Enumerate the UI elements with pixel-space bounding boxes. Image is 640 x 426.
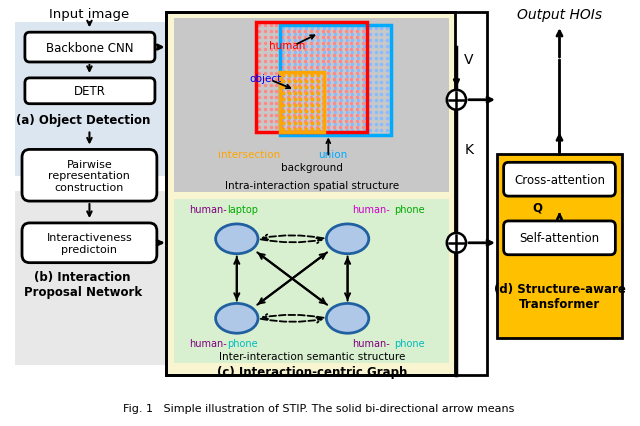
FancyBboxPatch shape xyxy=(25,33,155,63)
Text: phone: phone xyxy=(227,338,258,348)
Text: Backbone CNN: Backbone CNN xyxy=(45,41,133,55)
Bar xyxy=(256,23,367,132)
Circle shape xyxy=(447,233,466,253)
Ellipse shape xyxy=(326,304,369,334)
Text: Self-attention: Self-attention xyxy=(520,232,600,245)
Text: Fig. 1   Simple illustration of STIP. The solid bi-directional arrow means: Fig. 1 Simple illustration of STIP. The … xyxy=(123,403,515,413)
Bar xyxy=(174,19,449,193)
Text: human-: human- xyxy=(189,338,227,348)
Text: (b) Interaction
Proposal Network: (b) Interaction Proposal Network xyxy=(24,270,141,298)
Text: human-: human- xyxy=(353,338,390,348)
FancyBboxPatch shape xyxy=(504,163,616,197)
Bar xyxy=(174,200,449,363)
FancyBboxPatch shape xyxy=(25,79,155,104)
Text: Q: Q xyxy=(532,201,543,214)
Bar xyxy=(15,23,164,177)
Text: human: human xyxy=(269,41,305,51)
Bar xyxy=(280,73,323,132)
Ellipse shape xyxy=(216,304,258,334)
Text: human-: human- xyxy=(353,204,390,215)
Bar xyxy=(15,192,164,365)
Bar xyxy=(497,155,622,338)
Text: Intra-interaction spatial structure: Intra-interaction spatial structure xyxy=(225,181,399,191)
Bar xyxy=(280,26,391,135)
Text: Output HOIs: Output HOIs xyxy=(517,8,602,22)
Bar xyxy=(166,13,456,375)
Text: Input image: Input image xyxy=(49,8,129,21)
Ellipse shape xyxy=(326,225,369,254)
Text: intersection: intersection xyxy=(218,150,280,160)
Text: human-: human- xyxy=(189,204,227,215)
Text: object: object xyxy=(250,74,282,83)
Text: Interactiveness
predictoin: Interactiveness predictoin xyxy=(47,233,132,254)
Text: Pairwise
representation
construction: Pairwise representation construction xyxy=(49,159,131,193)
Text: laptop: laptop xyxy=(227,204,258,215)
Text: DETR: DETR xyxy=(74,85,106,98)
FancyBboxPatch shape xyxy=(22,223,157,263)
Text: phone: phone xyxy=(394,338,424,348)
Text: phone: phone xyxy=(394,204,424,215)
Bar xyxy=(166,13,487,375)
Circle shape xyxy=(447,91,466,110)
Text: (c) Interaction-centric Graph: (c) Interaction-centric Graph xyxy=(217,366,407,379)
FancyBboxPatch shape xyxy=(504,222,616,255)
Text: background: background xyxy=(281,163,343,173)
Text: K: K xyxy=(464,143,473,157)
Text: Inter-interaction semantic structure: Inter-interaction semantic structure xyxy=(219,351,405,361)
Text: V: V xyxy=(464,53,474,67)
Text: Cross-attention: Cross-attention xyxy=(514,173,605,186)
Text: (d) Structure-aware
Transformer: (d) Structure-aware Transformer xyxy=(493,283,625,311)
Ellipse shape xyxy=(216,225,258,254)
Text: union: union xyxy=(319,150,348,160)
FancyBboxPatch shape xyxy=(22,150,157,201)
Text: (a) Object Detection: (a) Object Detection xyxy=(15,114,150,127)
